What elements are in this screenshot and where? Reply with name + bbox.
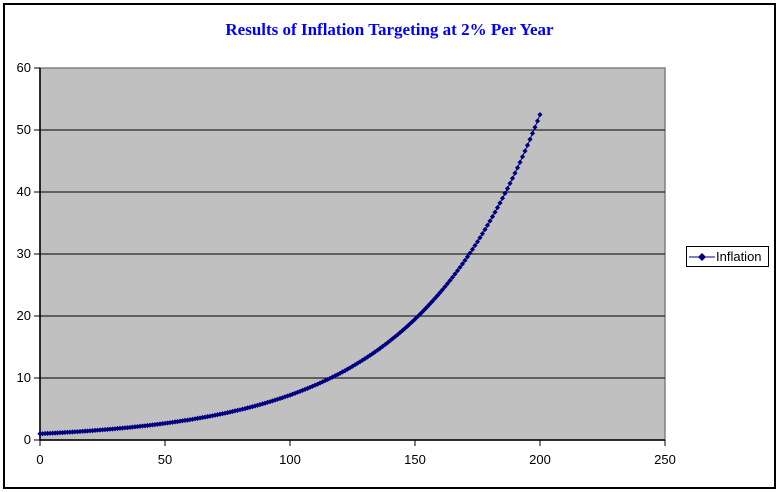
legend-diamond-icon — [698, 252, 706, 261]
y-tick-label: 30 — [17, 246, 31, 261]
y-tick-label: 60 — [17, 60, 31, 75]
y-tick-label: 40 — [17, 184, 31, 199]
chart-title: Results of Inflation Targeting at 2% Per… — [225, 20, 554, 39]
x-tick-label: 250 — [654, 452, 676, 467]
x-tick-label: 100 — [279, 452, 301, 467]
x-tick-label: 150 — [404, 452, 426, 467]
y-tick-label: 10 — [17, 370, 31, 385]
legend-label: Inflation — [716, 249, 762, 264]
legend-series-marker-icon — [689, 252, 715, 261]
y-tick-label: 50 — [17, 122, 31, 137]
y-tick-label: 0 — [24, 432, 31, 447]
x-tick-label: 0 — [36, 452, 43, 467]
legend: Inflation — [686, 246, 769, 267]
x-tick-label: 200 — [529, 452, 551, 467]
y-tick-label: 20 — [17, 308, 31, 323]
x-tick-label: 50 — [158, 452, 172, 467]
